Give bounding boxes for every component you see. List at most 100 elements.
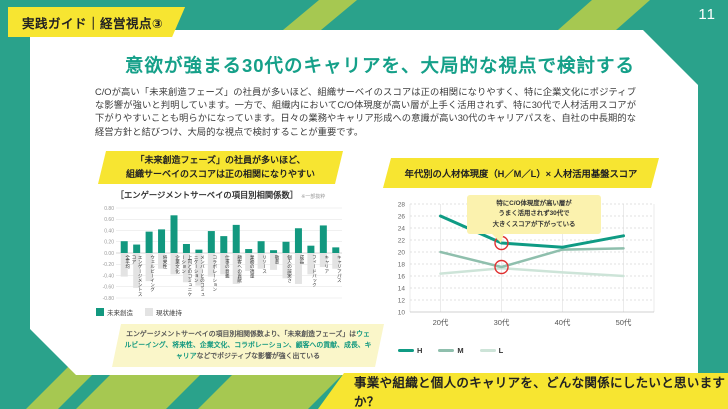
bar-category-label: ウェルビーイング [150, 255, 156, 292]
y-tick-label: 26 [398, 213, 406, 220]
bar-status-quo [257, 253, 265, 269]
bar-status-quo [182, 253, 190, 283]
bar-future-create [207, 231, 215, 253]
y-tick-label: -0.80 [103, 296, 115, 302]
y-tick-label: 20 [398, 249, 406, 256]
y-tick-label: 14 [398, 285, 406, 292]
y-tick-label: 18 [398, 261, 406, 268]
bar-future-create [195, 249, 203, 253]
bar-future-create [257, 241, 265, 253]
bar-status-quo [133, 253, 141, 288]
bar-future-create [332, 247, 340, 253]
legend-swatch [398, 349, 414, 352]
lime-stripe [558, 0, 650, 30]
bar-status-quo [120, 253, 128, 277]
bar-future-create [245, 249, 253, 253]
legend-item: H [398, 346, 422, 355]
bar-status-quo [220, 253, 228, 275]
content-panel: 意欲が強まる30代のキャリアを、大局的な視点で検討する C/Oが高い「未来創造フ… [30, 30, 698, 375]
left-chart-note: エンゲージメントサーベイの項目別相関係数より、「未来創造フェーズ」はウェルビーイ… [112, 324, 384, 367]
bar-category-label: 顧客への貢献 [237, 255, 243, 283]
left-chart-header-line2: 組織サーベイのスコアは正の相関になりやすい [125, 168, 315, 179]
y-tick-label: 12 [398, 297, 406, 304]
left-chart-subtitle-text: ［エンゲージメントサーベイの項目別相関係数］ [115, 190, 299, 200]
bar-future-create [182, 244, 190, 253]
legend-item: 未来創造 [96, 307, 133, 317]
bar-future-create [145, 231, 153, 253]
bar-future-create [158, 229, 166, 253]
footer-question-bar: 事業や組織と個人のキャリアを、どんな関係にしたいと思いますか？ [318, 373, 728, 409]
bar-status-quo [282, 253, 290, 279]
y-tick-label: 0.40 [104, 228, 114, 234]
legend-item: M [438, 346, 464, 355]
bar-status-quo [307, 253, 315, 275]
y-tick-label: 0.80 [104, 206, 114, 212]
bar-category-label: キャリア [324, 255, 330, 274]
left-chart-header-line1: 「未来創造フェーズ」の社員が多いほど、 [135, 154, 306, 165]
note-part2: などでポジティブな影響が強く出ている [196, 353, 321, 361]
y-tick-label: -0.20 [103, 262, 115, 268]
bar-chart-svg: 0.80 0.60 0.40 0.20 0.00 -0.20 -0.40 -0.60 -0.80 [103, 206, 342, 302]
lime-stripe [283, 0, 357, 30]
bar-category-label: メンバーとのコミュニケーション [194, 255, 206, 297]
intro-paragraph: C/Oが高い「未来創造フェーズ」の社員が多いほど、組織サーベイのスコアは正の相関… [95, 87, 636, 137]
bar-category-label: 企業文化 [175, 255, 181, 274]
bar-category-label: 仕事の意義 [225, 255, 231, 278]
left-chart-header: 「未来創造フェーズ」の社員が多いほど、 組織サーベイのスコアは正の相関になりやす… [98, 151, 343, 184]
highlight-circle [494, 259, 509, 275]
legend-label: H [417, 346, 423, 355]
y-tick-label: 16 [398, 273, 406, 280]
bar-category-label: 業務の適量 [250, 255, 256, 278]
bar-future-create [220, 236, 228, 253]
bar-status-quo [332, 253, 340, 269]
bar-status-quo [294, 253, 302, 284]
bar-category-label: 敬意 [275, 255, 281, 265]
legend-item: 現状維持 [145, 307, 182, 317]
footer-question-text: 事業や組織と個人のキャリアを、どんな関係にしたいと思いますか？ [354, 376, 726, 409]
annotation-line: 特にC/O体現度が高い層が [496, 200, 572, 207]
bar-future-create [170, 215, 178, 253]
bar-status-quo [170, 253, 178, 275]
y-tick-label: -0.40 [103, 273, 115, 279]
series-line-L [439, 266, 625, 278]
bar-future-create [270, 250, 278, 253]
legend-swatch [145, 308, 153, 316]
x-tick-label: 20代 [433, 317, 449, 327]
bar-status-quo [232, 253, 240, 284]
page-number: 11 [698, 6, 716, 23]
bar-status-quo [195, 253, 203, 286]
guide-badge: 実践ガイド｜経営視点③ [8, 7, 185, 37]
legend-label: 現状維持 [156, 310, 182, 317]
bar-category-label: キャリアパス [337, 255, 343, 283]
bar-future-create [294, 228, 302, 253]
legend-label: 未来創造 [107, 310, 133, 317]
bar-chart: 0.80 0.60 0.40 0.20 0.00 -0.20 -0.40 -0.60 -0.80… [94, 203, 346, 303]
y-tick-label: 22 [398, 237, 406, 244]
y-tick-label: 0.20 [104, 240, 114, 246]
line-chart-annotation: 特にC/O体現度が高い層が うまく活用されず30代で 大きくスコアが下がっている [467, 195, 601, 243]
bar-future-create [133, 244, 141, 253]
bar-chart-labels: 全平均 エンゲージメントスコア ウェルビーイング 将来性 企業文化 上司とのコミュニケーシ… [94, 203, 346, 303]
bar-chart-legend: 未来創造 現状維持 [96, 307, 182, 317]
series-line-M [439, 247, 625, 269]
legend-swatch [438, 349, 455, 352]
bar-category-label: 上司とのコミュニケーション [181, 255, 193, 297]
left-chart-subtitle-note: ※一部抜粋 [301, 194, 326, 200]
bar-status-quo [145, 253, 153, 282]
bar-status-quo [207, 253, 215, 277]
bar-category-label: エンゲージメントスコア [131, 255, 144, 297]
bar-future-create [282, 241, 290, 253]
y-tick-label: 0.60 [104, 217, 114, 223]
bar-category-label: フィードバック [312, 255, 318, 288]
y-tick-label: 0.00 [104, 251, 114, 257]
y-tick-label: 28 [398, 201, 406, 208]
note-part1: エンゲージメントサーベイの項目別相関係数より、「未来創造フェーズ」は [126, 331, 357, 338]
x-tick-label: 50代 [616, 317, 632, 327]
bar-category-label: 将来性 [163, 255, 169, 269]
legend-swatch [479, 349, 496, 352]
bar-future-create [232, 224, 240, 253]
y-tick-label: 10 [398, 309, 406, 316]
bar-future-create [319, 225, 327, 253]
slide-title: 意欲が強まる30代のキャリアを、大局的な視点で検討する [124, 55, 636, 76]
